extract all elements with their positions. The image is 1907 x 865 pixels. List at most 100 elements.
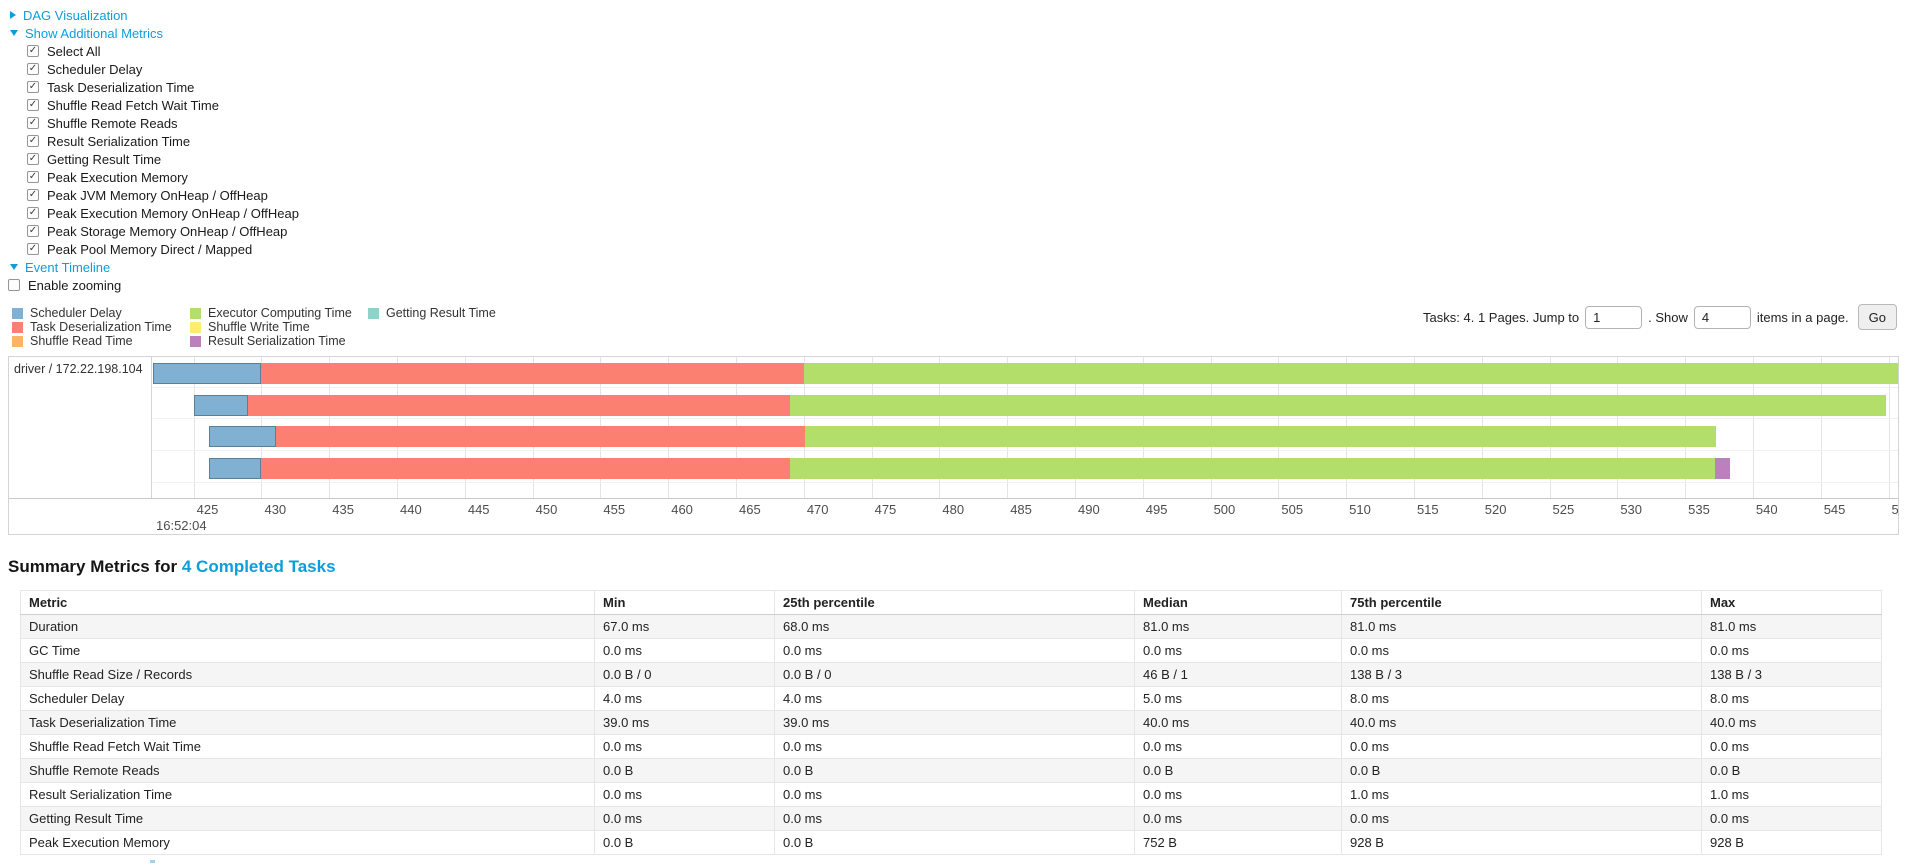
timeline-group-label: driver / 172.22.198.104 [14, 362, 143, 376]
summary-metric-value: 928 B [1701, 830, 1882, 855]
timeline-task-segment[interactable] [208, 458, 262, 480]
metric-checkbox[interactable]: ✓ [27, 45, 39, 57]
timeline-task-segment[interactable] [790, 394, 1886, 416]
metric-checkbox[interactable]: ✓ [27, 171, 39, 183]
timeline-task-segment[interactable] [247, 394, 791, 416]
timeline-axis-tick-label: 505 [1281, 502, 1304, 517]
metric-checkbox-label: Peak Storage Memory OnHeap / OffHeap [47, 223, 288, 239]
timeline-task-segment[interactable] [803, 363, 1898, 384]
timeline-axis-tick-label: 525 [1552, 502, 1575, 517]
metric-checkbox-row: ✓ Task Deserialization Time [27, 78, 1907, 96]
dag-visualization-toggle[interactable]: DAG Visualization [10, 6, 1907, 24]
metric-checkbox[interactable]: ✓ [27, 99, 39, 111]
metric-checkbox[interactable]: ✓ [27, 189, 39, 201]
summary-metric-value: 81.0 ms [1701, 614, 1882, 639]
metric-checkbox-label: Task Deserialization Time [47, 79, 195, 95]
timeline-axis-major-label: 16:52:04 [156, 518, 207, 533]
event-timeline-chart: driver / 172.22.198.104 16:52:04 425 430 4… [8, 356, 1899, 535]
event-timeline-toggle[interactable]: Event Timeline [10, 258, 1907, 276]
summary-metric-value: 0.0 B [594, 758, 775, 783]
enable-zooming-label: Enable zooming [28, 277, 122, 293]
pagination-prefix-text: Tasks: 4. 1 Pages. Jump to [1423, 309, 1580, 325]
metric-checkbox-label: Result Serialization Time [47, 133, 191, 149]
timeline-axis-tick-label: 445 [467, 502, 490, 517]
summary-metric-value: 40.0 ms [1341, 710, 1702, 735]
enable-zooming-checkbox[interactable] [8, 279, 20, 291]
summary-metric-value: 928 B [1341, 830, 1702, 855]
summary-metric-value: 0.0 B [594, 830, 775, 855]
metric-checkbox-label: Peak Execution Memory OnHeap / OffHeap [47, 205, 299, 221]
metric-checkbox[interactable]: ✓ [27, 117, 39, 129]
metric-checkbox-row: ✓ Peak Storage Memory OnHeap / OffHeap [27, 222, 1907, 240]
timeline-axis-tick-label: 485 [1010, 502, 1032, 517]
metric-checkbox[interactable]: ✓ [27, 135, 39, 147]
timeline-task-segment[interactable] [805, 426, 1717, 448]
items-per-page-input[interactable] [1693, 305, 1751, 329]
summary-table-row: Result Serialization Time 0.0 ms 0.0 ms 0.0… [20, 782, 1882, 807]
summary-metric-value: 5.0 ms [1134, 686, 1342, 711]
summary-metric-value: 752 B [1134, 830, 1342, 855]
legend-column: Executor Computing Time Shuffle Write Tim… [190, 306, 368, 348]
legend-label: Task Deserialization Time [30, 320, 172, 334]
metric-checkbox[interactable]: ✓ [27, 243, 39, 255]
jump-to-page-input[interactable] [1585, 305, 1643, 329]
summary-metric-name: Shuffle Read Fetch Wait Time [20, 734, 595, 759]
summary-metric-value: 0.0 ms [594, 638, 775, 663]
summary-metric-value: 0.0 B / 0 [774, 662, 1135, 687]
timeline-task-segment[interactable] [261, 363, 804, 384]
summary-column-header: Min [594, 590, 775, 615]
timeline-plot [153, 357, 1898, 498]
summary-table-row: Getting Result Time 0.0 ms 0.0 ms 0.0 ms 0.0… [20, 806, 1882, 831]
timeline-task-segment[interactable] [276, 426, 806, 448]
timeline-gridline [1888, 357, 1890, 498]
summary-metric-value: 81.0 ms [1134, 614, 1342, 639]
summary-table-row: Shuffle Read Size / Records 0.0 B / 0 0.0 … [20, 662, 1882, 687]
legend-label: Shuffle Write Time [208, 320, 310, 334]
metric-checkbox[interactable]: ✓ [27, 153, 39, 165]
summary-table-body: Duration 67.0 ms 68.0 ms 81.0 ms 81.0 ms 81.0… [20, 614, 1882, 855]
summary-metric-value: 0.0 ms [594, 782, 775, 807]
timeline-task-segment[interactable] [790, 458, 1715, 480]
legend-swatch [190, 335, 201, 347]
timeline-task-segment[interactable] [153, 363, 262, 384]
timeline-task-segment[interactable] [208, 426, 277, 448]
timeline-axis-tick-label: 540 [1755, 502, 1778, 517]
timeline-axis-tick-label: 460 [671, 502, 693, 517]
timeline-axis-ticks: 16:52:04 425 430 435 440 445 450 455 460 465 470 4… [153, 499, 1898, 535]
metric-checkbox-row: ✓ Select All [27, 42, 1907, 60]
timeline-axis-tick-label: 430 [264, 502, 287, 517]
summary-table-row: Scheduler Delay 4.0 ms 4.0 ms 5.0 ms 8.0 ms 8… [20, 686, 1882, 711]
metric-checkbox[interactable]: ✓ [27, 225, 39, 237]
legend-item: Scheduler Delay [12, 306, 190, 320]
metric-checkbox[interactable]: ✓ [27, 207, 39, 219]
timeline-task-segment[interactable] [1714, 458, 1730, 480]
summary-table-row: Task Deserialization Time 39.0 ms 39.0 ms 4… [20, 710, 1882, 735]
metric-checkbox-row: ✓ Peak Pool Memory Direct / Mapped [27, 240, 1907, 258]
metric-checkbox[interactable]: ✓ [27, 81, 39, 93]
summary-metric-value: 40.0 ms [1134, 710, 1342, 735]
legend-item: Getting Result Time [368, 306, 546, 320]
go-button[interactable]: Go [1857, 304, 1897, 330]
summary-metrics-title: Summary Metrics for 4 Completed Tasks [8, 557, 1907, 577]
timeline-task-segment[interactable] [193, 394, 248, 416]
legend-label: Scheduler Delay [30, 306, 122, 320]
summary-metric-value: 138 B / 3 [1701, 662, 1882, 687]
metric-checkbox-label: Peak JVM Memory OnHeap / OffHeap [47, 187, 268, 203]
summary-table-row: Shuffle Read Fetch Wait Time 0.0 ms 0.0 ms… [20, 734, 1882, 759]
summary-metric-value: 4.0 ms [594, 686, 775, 711]
timeline-gridline [1752, 357, 1754, 498]
show-additional-metrics-toggle[interactable]: Show Additional Metrics [10, 24, 1907, 42]
summary-metric-value: 39.0 ms [774, 710, 1135, 735]
timeline-axis-tick-label: 490 [1077, 502, 1100, 517]
metric-checkbox-label: Peak Pool Memory Direct / Mapped [47, 241, 253, 257]
metric-checkbox-row: ✓ Shuffle Read Fetch Wait Time [27, 96, 1907, 114]
timeline-task-segment[interactable] [261, 458, 791, 480]
summary-table-row: Shuffle Remote Reads 0.0 B 0.0 B 0.0 B 0.0 B… [20, 758, 1882, 783]
metric-checkbox[interactable]: ✓ [27, 63, 39, 75]
show-additional-metrics-label: Show Additional Metrics [25, 25, 164, 41]
completed-tasks-link[interactable]: 4 Completed Tasks [181, 557, 336, 576]
metric-checkbox-row: ✓ Peak Execution Memory [27, 168, 1907, 186]
timeline-axis-tick-label: 530 [1620, 502, 1643, 517]
summary-column-header: Metric [20, 590, 595, 615]
pagination-mid-text: . Show [1648, 309, 1688, 325]
